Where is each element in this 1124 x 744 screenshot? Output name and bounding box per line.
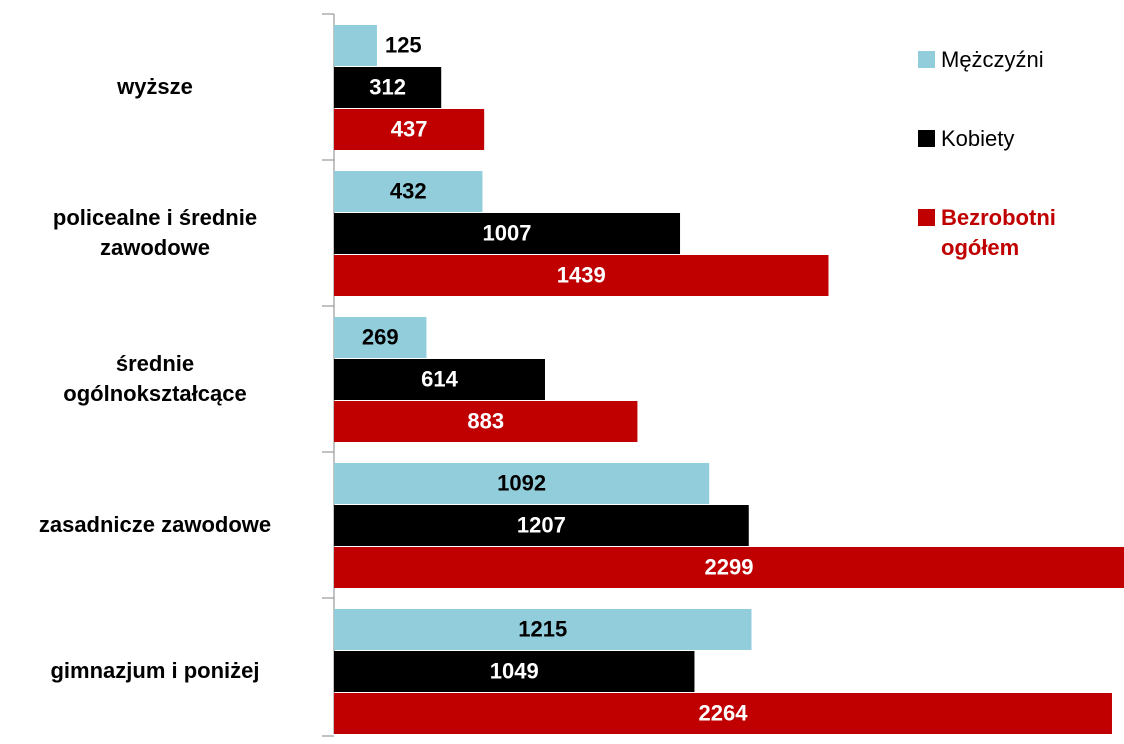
data-label: 437 <box>391 116 428 141</box>
data-label: 1439 <box>557 262 606 287</box>
data-label: 2264 <box>699 700 749 725</box>
bar <box>334 109 485 150</box>
category-text: średnie ogólnokształcące <box>63 351 247 406</box>
data-label: 1049 <box>490 658 539 683</box>
category-label: policealne i średnie zawodowe <box>0 160 310 306</box>
bar <box>334 255 829 296</box>
data-label: 269 <box>362 324 399 349</box>
legend-swatch <box>918 130 935 147</box>
legend-label: Kobiety <box>941 126 1015 151</box>
category-label: średnie ogólnokształcące <box>0 306 310 452</box>
bar <box>334 693 1112 734</box>
bar <box>334 609 752 650</box>
bar <box>334 67 442 108</box>
category-text: gimnazjum i poniżej <box>50 658 260 683</box>
bar <box>334 505 749 546</box>
category-label: wyższe <box>0 14 310 160</box>
data-label: 2299 <box>705 554 754 579</box>
bar <box>334 463 710 504</box>
bar <box>334 547 1124 588</box>
legend-item: Kobiety <box>918 124 1014 154</box>
legend-label: Bezrobotni ogółem <box>941 205 1056 260</box>
data-label: 432 <box>390 178 427 203</box>
category-text: zasadnicze zawodowe <box>38 512 272 537</box>
data-label: 1207 <box>517 512 566 537</box>
legend-swatch <box>918 209 935 226</box>
legend-swatch <box>918 51 935 68</box>
data-label: 1215 <box>518 616 567 641</box>
category-label: zasadnicze zawodowe <box>0 452 310 598</box>
bar <box>334 317 427 358</box>
data-label: 883 <box>467 408 504 433</box>
data-label: 1007 <box>483 220 532 245</box>
category-text: policealne i średnie zawodowe <box>52 205 258 260</box>
legend-item: Mężczyźni <box>918 45 1044 75</box>
bar <box>334 651 695 692</box>
data-label: 312 <box>369 74 406 99</box>
bar <box>334 213 681 254</box>
legend-item: Bezrobotni ogółem <box>918 203 1056 263</box>
bar <box>334 171 483 212</box>
category-text: wyższe <box>117 74 193 99</box>
category-label: gimnazjum i poniżej <box>0 598 310 744</box>
legend-label: Mężczyźni <box>941 47 1044 72</box>
data-label: 125 <box>385 32 422 57</box>
bar <box>334 25 377 66</box>
data-label: 1092 <box>497 470 546 495</box>
bar <box>334 359 545 400</box>
bar <box>334 401 638 442</box>
data-label: 614 <box>421 366 458 391</box>
